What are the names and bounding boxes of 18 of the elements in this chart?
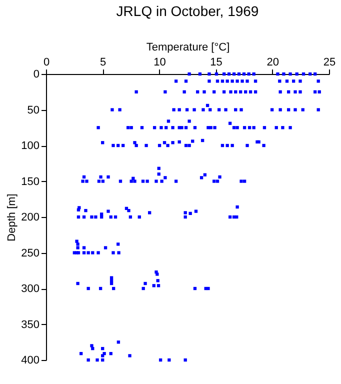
y-tick-label: 250 (21, 247, 40, 260)
chart-title: JRLQ in October, 1969 (116, 3, 259, 19)
y-tick-label: 350 (21, 318, 40, 331)
y-tick-label: 400 (21, 354, 40, 366)
y-tick-label: 100 (21, 140, 40, 152)
x-tick-label: 0 (43, 56, 50, 68)
x-tick-label: 10 (154, 56, 166, 68)
x-tick-label: 15 (210, 56, 222, 68)
y-tick-label: 0 (33, 68, 40, 80)
y-tick-label: 150 (21, 176, 40, 188)
y-axis-title: Depth [m] (6, 194, 18, 242)
y-tick-label: 300 (21, 283, 40, 295)
x-tick-label: 20 (266, 56, 280, 68)
x-axis-title: Temperature [°C] (146, 42, 230, 54)
y-tick-label: 50 (27, 104, 40, 116)
y-tick-label: 200 (21, 212, 40, 224)
x-tick-label: 25 (323, 56, 336, 68)
x-tick-label: 5 (100, 56, 106, 68)
